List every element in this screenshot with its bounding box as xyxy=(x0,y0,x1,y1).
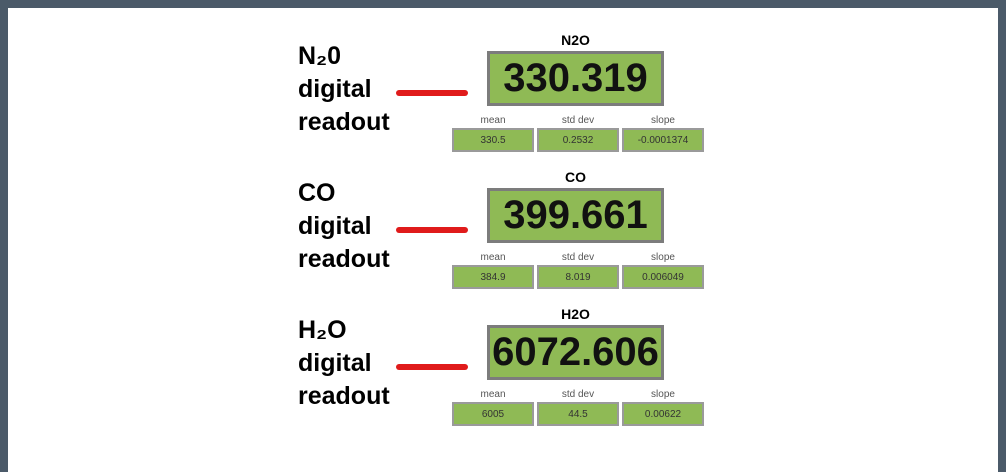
stat-name: mean xyxy=(452,389,534,400)
readout-label: N₂0 xyxy=(298,42,341,71)
readout-label: H₂O xyxy=(298,316,347,345)
readout-title: CO xyxy=(487,169,664,185)
stat-value: 330.5 xyxy=(452,128,534,152)
pointer-line xyxy=(396,90,468,96)
stat-name: mean xyxy=(452,115,534,126)
readout-title: H2O xyxy=(487,306,664,322)
stat-value: 0.2532 xyxy=(537,128,619,152)
stat-name: slope xyxy=(622,252,704,263)
stat-value: 0.00622 xyxy=(622,402,704,426)
stat-value: 384.9 xyxy=(452,265,534,289)
readout-label: CO xyxy=(298,179,336,208)
pointer-line xyxy=(396,227,468,233)
stat-value: 8.019 xyxy=(537,265,619,289)
readout-label: readout xyxy=(298,245,390,274)
stat-name: std dev xyxy=(537,252,619,263)
stat-value: 0.006049 xyxy=(622,265,704,289)
stat-value: 6005 xyxy=(452,402,534,426)
readout-title: N2O xyxy=(487,32,664,48)
main-readout: 6072.606 xyxy=(487,325,664,380)
stat-name: mean xyxy=(452,252,534,263)
stat-name: slope xyxy=(622,389,704,400)
readout-label: digital xyxy=(298,349,372,378)
stat-name: slope xyxy=(622,115,704,126)
main-readout: 399.661 xyxy=(487,188,664,243)
readout-label: readout xyxy=(298,382,390,411)
readout-label: readout xyxy=(298,108,390,137)
main-readout: 330.319 xyxy=(487,51,664,106)
stat-value: -0.0001374 xyxy=(622,128,704,152)
frame: N₂0digitalreadoutN2O330.319mean330.5std … xyxy=(0,0,1006,472)
stat-name: std dev xyxy=(537,115,619,126)
pointer-line xyxy=(396,364,468,370)
stat-name: std dev xyxy=(537,389,619,400)
page: N₂0digitalreadoutN2O330.319mean330.5std … xyxy=(0,0,1006,472)
readout-label: digital xyxy=(298,75,372,104)
readout-label: digital xyxy=(298,212,372,241)
stat-value: 44.5 xyxy=(537,402,619,426)
